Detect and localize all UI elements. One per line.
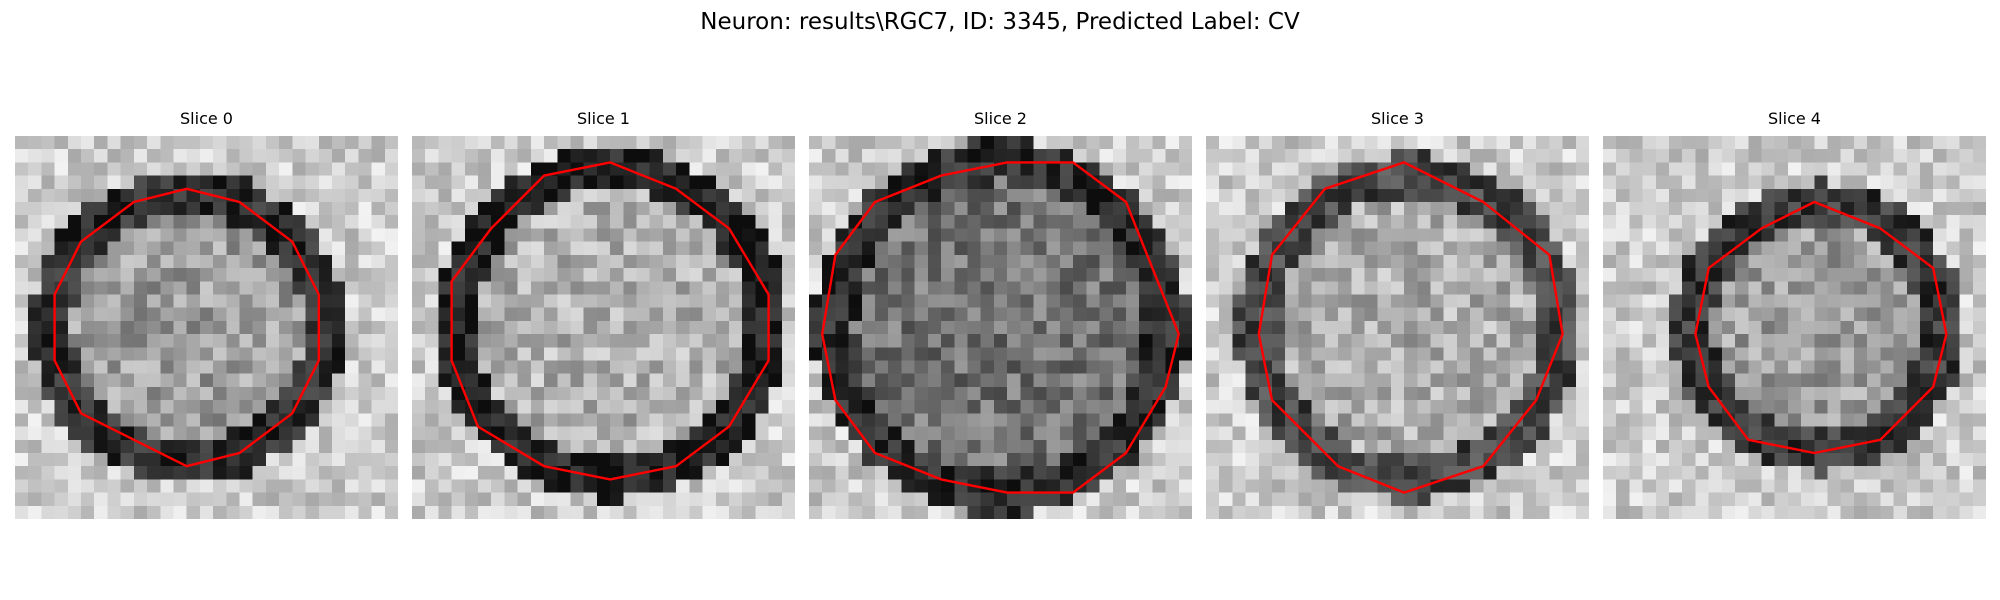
slice-image xyxy=(412,136,795,519)
slice-title: Slice 0 xyxy=(180,109,233,128)
slice-title: Slice 2 xyxy=(974,109,1027,128)
figure-title: Neuron: results\RGC7, ID: 3345, Predicte… xyxy=(700,9,1300,35)
grayscale-pixels xyxy=(412,136,795,519)
slice-panel-3: Slice 3 xyxy=(1206,108,1589,519)
grayscale-pixels xyxy=(1206,136,1589,519)
cell-contour xyxy=(820,161,1180,494)
slice-panel-4: Slice 4 xyxy=(1603,108,1986,519)
cell-contour xyxy=(1694,200,1948,455)
cell-contour xyxy=(450,161,770,481)
slice-image xyxy=(1603,136,1986,519)
slice-image xyxy=(1206,136,1589,519)
slice-image xyxy=(15,136,398,519)
slice-title: Slice 4 xyxy=(1768,109,1821,128)
slice-panel-2: Slice 2 xyxy=(809,108,1192,519)
grayscale-pixels xyxy=(1603,136,1986,519)
grayscale-pixels xyxy=(15,136,398,519)
slice-title: Slice 1 xyxy=(577,109,630,128)
slice-image xyxy=(809,136,1192,519)
slice-panel-0: Slice 0 xyxy=(15,108,398,519)
slice-title: Slice 3 xyxy=(1371,109,1424,128)
cell-contour xyxy=(53,187,320,468)
grayscale-pixels xyxy=(809,136,1192,519)
cell-contour xyxy=(1257,161,1564,494)
slice-panel-1: Slice 1 xyxy=(412,108,795,519)
